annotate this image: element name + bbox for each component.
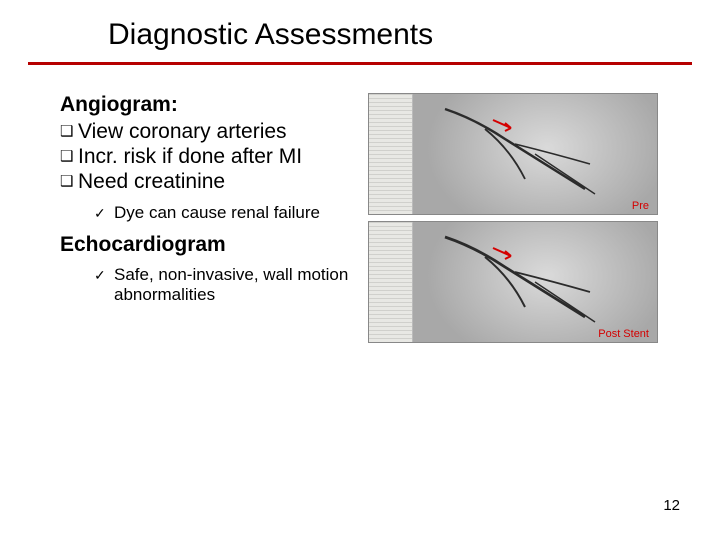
bullet-text: View coronary arteries — [78, 119, 350, 144]
angiogram-scan — [413, 222, 657, 342]
bullet-item: ❑ Incr. risk if done after MI — [60, 144, 350, 169]
bullet-text: Incr. risk if done after MI — [78, 144, 350, 169]
check-icon: ✓ — [94, 265, 114, 284]
slide-title: Diagnostic Assessments — [0, 0, 720, 62]
check-icon: ✓ — [94, 203, 114, 222]
square-bullet-icon: ❑ — [60, 119, 78, 141]
text-column: Angiogram: ❑ View coronary arteries ❑ In… — [60, 93, 350, 343]
angiogram-image-post: Post Stent — [368, 221, 658, 343]
vessel-drawing — [413, 94, 657, 214]
angiogram-sub-bullets: ✓ Dye can cause renal failure — [94, 203, 350, 223]
bullet-item: ❑ Need creatinine — [60, 169, 350, 194]
square-bullet-icon: ❑ — [60, 144, 78, 166]
page-number: 12 — [663, 497, 680, 514]
echo-sub-bullets: ✓ Safe, non-invasive, wall motion abnorm… — [94, 265, 350, 306]
echo-heading: Echocardiogram — [60, 233, 350, 257]
angiogram-bullets: ❑ View coronary arteries ❑ Incr. risk if… — [60, 119, 350, 195]
film-label-strip — [369, 222, 413, 342]
annotation-arrow-icon — [491, 116, 521, 136]
angiogram-image-pre: Pre — [368, 93, 658, 215]
film-label-strip — [369, 94, 413, 214]
content-area: Angiogram: ❑ View coronary arteries ❑ In… — [0, 65, 720, 343]
image-caption: Post Stent — [598, 328, 649, 340]
bullet-text: Need creatinine — [78, 169, 350, 194]
bullet-item: ❑ View coronary arteries — [60, 119, 350, 144]
square-bullet-icon: ❑ — [60, 169, 78, 191]
sub-bullet-item: ✓ Dye can cause renal failure — [94, 203, 350, 223]
image-caption: Pre — [632, 200, 649, 212]
sub-bullet-item: ✓ Safe, non-invasive, wall motion abnorm… — [94, 265, 350, 306]
sub-bullet-text: Dye can cause renal failure — [114, 203, 320, 223]
sub-bullet-text: Safe, non-invasive, wall motion abnormal… — [114, 265, 350, 306]
annotation-arrow-icon — [491, 244, 521, 264]
angiogram-heading: Angiogram: — [60, 93, 350, 117]
slide: Diagnostic Assessments Angiogram: ❑ View… — [0, 0, 720, 540]
angiogram-scan — [413, 94, 657, 214]
vessel-drawing — [413, 222, 657, 342]
image-column: Pre Post Stent — [368, 93, 658, 343]
